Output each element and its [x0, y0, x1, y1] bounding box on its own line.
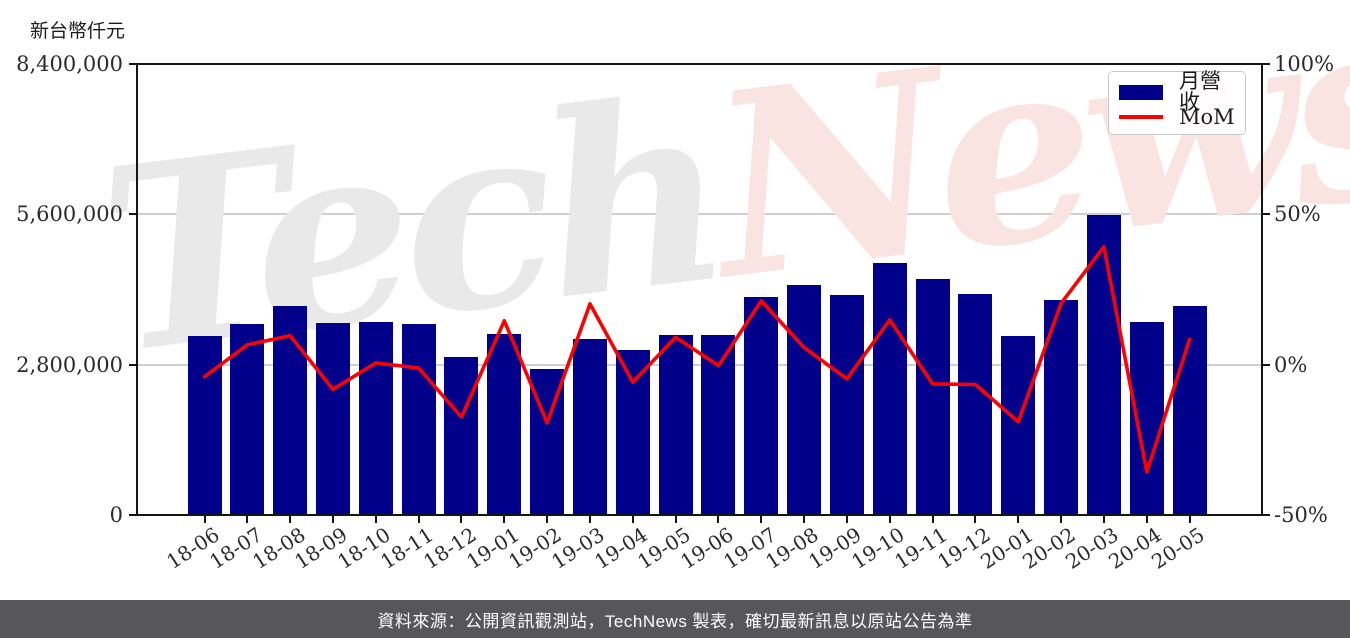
x-axis-tick	[1188, 515, 1191, 523]
legend-item-revenue: 月營收	[1119, 71, 1235, 113]
x-axis-tick	[203, 515, 206, 523]
x-axis-tick	[1060, 515, 1063, 523]
x-axis-tick	[546, 515, 549, 523]
right-axis-tick	[1262, 363, 1270, 366]
legend-bar-swatch	[1119, 84, 1163, 100]
legend-box: 月營收 MoM	[1108, 71, 1246, 135]
x-axis-tick	[803, 515, 806, 523]
x-axis-tick	[417, 515, 420, 523]
left-axis-tick-label: 5,600,000	[16, 202, 123, 227]
x-axis-tick	[845, 515, 848, 523]
source-footer-bar: 資料來源：公開資訊觀測站，TechNews 製表，確切最新訊息以原站公告為準	[0, 600, 1350, 638]
legend-bar-label: 月營收	[1179, 69, 1221, 114]
right-axis-tick-label: 100%	[1274, 52, 1335, 76]
left-axis-tick	[129, 514, 137, 516]
x-axis-tick	[1017, 515, 1020, 523]
source-footer-text: 資料來源：公開資訊觀測站，TechNews 製表，確切最新訊息以原站公告為準	[377, 611, 973, 631]
x-axis-tick	[246, 515, 249, 523]
right-axis-tick	[1262, 514, 1270, 516]
x-axis-tick	[931, 515, 934, 523]
left-axis-tick	[129, 213, 137, 216]
legend-line-swatch	[1119, 115, 1163, 119]
left-axis-tick	[129, 63, 137, 65]
x-axis-tick	[888, 515, 891, 523]
gridline	[137, 213, 1262, 216]
x-axis-tick	[331, 515, 334, 523]
left-axis-tick	[129, 363, 137, 366]
x-axis-tick	[1145, 515, 1148, 523]
right-axis-tick	[1262, 213, 1270, 216]
plot-border	[136, 63, 1263, 516]
x-axis-tick	[760, 515, 763, 523]
x-axis-tick	[588, 515, 591, 523]
right-axis-tick-label: 50%	[1274, 202, 1321, 227]
left-axis-tick-label: 8,400,000	[16, 52, 123, 76]
left-axis-tick-label: 0	[109, 503, 123, 527]
right-axis-tick-label: 0%	[1274, 352, 1308, 377]
right-axis-tick	[1262, 63, 1270, 65]
x-axis-tick	[974, 515, 977, 523]
x-axis-tick	[717, 515, 720, 523]
x-axis-tick	[460, 515, 463, 523]
x-axis-tick	[1102, 515, 1105, 523]
left-axis-unit-label: 新台幣仟元	[30, 20, 126, 42]
x-axis-tick	[631, 515, 634, 523]
legend-line-label: MoM	[1179, 104, 1235, 129]
x-axis-tick	[503, 515, 506, 523]
right-axis-tick-label: -50%	[1274, 503, 1328, 527]
x-axis-tick	[674, 515, 677, 523]
legend-item-mom: MoM	[1119, 106, 1235, 128]
x-axis-tick	[374, 515, 377, 523]
x-axis-tick	[289, 515, 292, 523]
left-axis-tick-label: 2,800,000	[16, 352, 123, 377]
